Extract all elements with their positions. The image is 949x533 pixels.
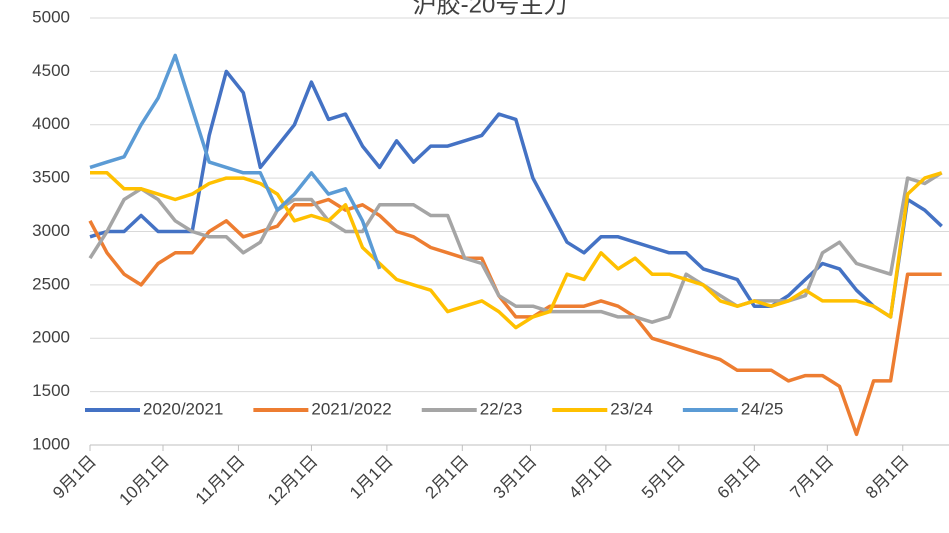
x-tick-label: 5月1日 bbox=[638, 452, 689, 503]
y-tick-label: 2000 bbox=[32, 328, 70, 347]
x-tick-label: 10月1日 bbox=[115, 452, 173, 510]
legend-label: 2021/2022 bbox=[311, 399, 391, 418]
legend-label: 23/24 bbox=[610, 399, 653, 418]
y-tick-label: 3500 bbox=[32, 168, 70, 187]
chart-title: 沪胶-20号主力 bbox=[413, 0, 568, 18]
series-line bbox=[89, 69, 943, 319]
y-tick-label: 4000 bbox=[32, 114, 70, 133]
legend-label: 22/23 bbox=[480, 399, 523, 418]
x-tick-label: 9月1日 bbox=[49, 452, 100, 503]
x-tick-label: 3月1日 bbox=[490, 452, 541, 503]
y-tick-label: 4500 bbox=[32, 61, 70, 80]
x-tick-label: 12月1日 bbox=[264, 452, 322, 510]
y-tick-label: 2500 bbox=[32, 274, 70, 293]
x-tick-label: 8月1日 bbox=[862, 452, 913, 503]
x-tick-label: 6月1日 bbox=[713, 452, 764, 503]
y-tick-label: 3000 bbox=[32, 221, 70, 240]
legend-label: 24/25 bbox=[741, 399, 784, 418]
legend-label: 2020/2021 bbox=[143, 399, 223, 418]
x-tick-label: 11月1日 bbox=[192, 452, 249, 509]
x-tick-label: 1月1日 bbox=[346, 452, 397, 503]
series-line bbox=[88, 197, 942, 437]
series-line bbox=[90, 171, 943, 330]
series-line bbox=[89, 53, 382, 270]
x-tick-label: 7月1日 bbox=[786, 452, 837, 503]
series-line bbox=[88, 171, 943, 324]
x-tick-label: 2月1日 bbox=[421, 452, 472, 503]
y-tick-label: 5000 bbox=[32, 7, 70, 26]
y-tick-label: 1000 bbox=[32, 434, 70, 453]
x-tick-label: 4月1日 bbox=[565, 452, 616, 503]
y-tick-label: 1500 bbox=[32, 381, 70, 400]
